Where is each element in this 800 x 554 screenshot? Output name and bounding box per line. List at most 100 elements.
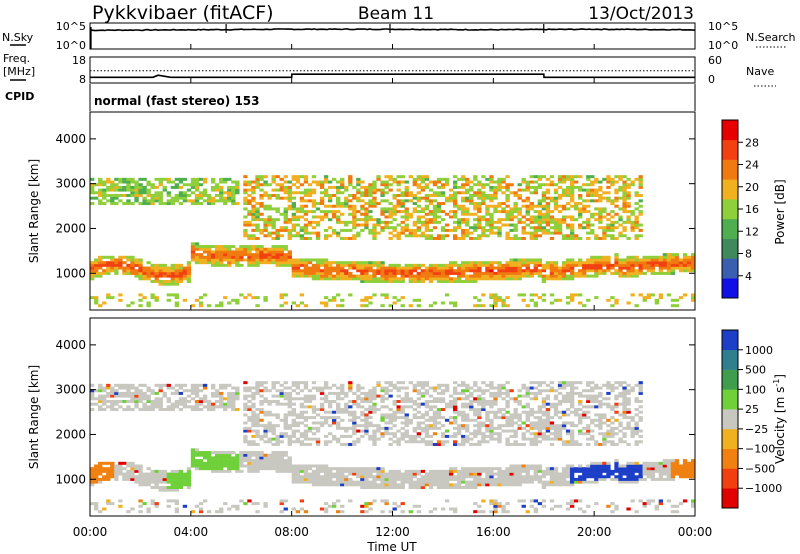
velocity-cell <box>114 389 119 393</box>
velocity-cell <box>545 424 551 428</box>
velocity-cell <box>457 480 462 484</box>
power-cell <box>582 210 587 214</box>
velocity-cell <box>198 459 204 463</box>
power-cell <box>223 255 228 259</box>
velocity-cell <box>376 485 381 489</box>
power-cell <box>509 212 514 216</box>
velocity-cell <box>428 418 434 422</box>
velocity-cell <box>275 459 280 463</box>
velocity-cell <box>303 472 309 476</box>
velocity-cell <box>412 480 417 484</box>
velocity-cell <box>303 432 309 436</box>
power-cell <box>380 274 385 278</box>
power-cell <box>436 202 442 206</box>
power-cell <box>610 177 615 181</box>
power-cell <box>336 261 341 265</box>
velocity-cell <box>469 394 474 398</box>
velocity-cell <box>364 399 369 403</box>
power-cell <box>307 231 313 235</box>
power-cell <box>110 183 115 187</box>
velocity-cell <box>553 480 559 484</box>
power-cell <box>223 177 228 181</box>
power-cell <box>263 226 268 230</box>
velocity-cell <box>190 389 196 393</box>
velocity-cell <box>489 410 494 414</box>
power-cell <box>223 180 228 184</box>
velocity-cell <box>352 426 357 430</box>
power-cell <box>215 258 220 262</box>
power-cell <box>271 220 276 224</box>
velocity-cell <box>501 397 506 401</box>
power-cell <box>457 269 462 273</box>
power-cell <box>569 175 575 179</box>
power-cell <box>98 271 103 275</box>
power-cell <box>360 263 365 267</box>
velocity-cell <box>376 429 381 433</box>
power-cell <box>170 274 175 278</box>
power-cell <box>513 236 518 240</box>
power-cell <box>332 210 337 214</box>
power-cell <box>380 269 385 273</box>
power-cell <box>578 196 583 200</box>
velocity-cell <box>259 451 264 455</box>
power-cell <box>614 271 619 275</box>
velocity-cell <box>243 397 248 401</box>
power-cell <box>311 258 317 262</box>
power-cell <box>485 234 490 238</box>
velocity-cell <box>279 383 284 387</box>
velocity-cell <box>158 397 163 401</box>
power-cell <box>251 261 256 265</box>
power-cell <box>557 228 563 232</box>
power-cell <box>574 218 579 222</box>
power-cell <box>485 269 490 273</box>
power-cell <box>206 261 212 265</box>
power-cell <box>267 215 272 219</box>
power-cell <box>190 191 196 195</box>
velocity-cell <box>473 502 478 506</box>
velocity-cell <box>336 510 341 514</box>
velocity-cell <box>206 467 212 471</box>
power-cell <box>549 199 555 203</box>
power-cell <box>578 226 583 230</box>
velocity-cell <box>360 483 365 487</box>
power-cell <box>493 293 498 297</box>
velocity-cell <box>134 391 139 395</box>
power-cell <box>646 255 651 259</box>
velocity-cell <box>440 442 446 446</box>
power-cell <box>638 293 643 297</box>
power-cell <box>481 202 486 206</box>
power-cell <box>231 298 236 302</box>
velocity-cell <box>533 391 538 395</box>
power-cell <box>360 269 365 273</box>
velocity-cell <box>126 386 131 390</box>
power-cell <box>134 263 139 267</box>
velocity-cell <box>206 453 212 457</box>
power-cell <box>364 263 369 267</box>
power-cell <box>138 193 143 197</box>
velocity-cell <box>102 402 107 406</box>
velocity-cell <box>259 434 264 438</box>
power-cell <box>319 301 325 305</box>
power-cell <box>477 202 482 206</box>
power-cell <box>327 271 333 275</box>
power-cell <box>332 266 337 270</box>
power-cell <box>206 202 212 206</box>
velocity-cell <box>134 405 139 409</box>
power-cell <box>505 263 510 267</box>
power-cell <box>521 269 526 273</box>
power-cell <box>497 298 502 302</box>
power-cell <box>303 204 309 208</box>
velocity-cell <box>348 426 353 430</box>
velocity-cell <box>356 383 361 387</box>
velocity-cell <box>497 467 502 471</box>
power-cell <box>690 261 696 265</box>
power-cell <box>610 210 615 214</box>
velocity-cell <box>142 397 147 401</box>
power-cell <box>348 271 353 275</box>
power-cell <box>678 266 684 270</box>
velocity-cell <box>138 394 143 398</box>
power-cell <box>388 183 393 187</box>
power-cell <box>243 234 248 238</box>
power-cell <box>376 188 381 192</box>
velocity-cell <box>368 399 373 403</box>
